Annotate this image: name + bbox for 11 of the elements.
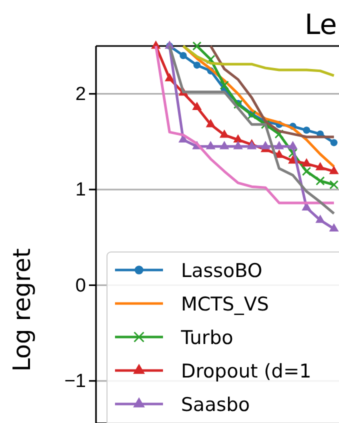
y-tick-label: 1 xyxy=(75,180,86,201)
y-tick-label: 0 xyxy=(75,275,86,296)
y-tick-label: −1 xyxy=(64,370,86,392)
legend-label: Dropout (d=1 xyxy=(181,360,312,382)
y-tick-label: 2 xyxy=(75,84,86,105)
legend-label: Saasbo xyxy=(181,394,250,416)
chart-title: Le xyxy=(304,8,337,41)
legend-label: Turbo xyxy=(180,327,234,349)
legend-label: MCTS_VS xyxy=(181,294,269,316)
legend-label: LassoBO xyxy=(181,260,262,282)
y-axis-title: Log regret xyxy=(8,248,36,372)
